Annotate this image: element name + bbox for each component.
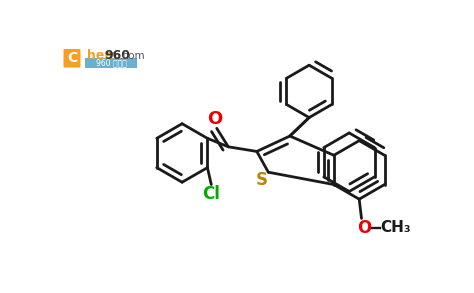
Text: O: O [357,219,371,237]
Text: O: O [208,110,223,128]
Text: hem: hem [87,50,118,62]
Text: S: S [256,171,268,189]
Text: 960 化工网: 960 化工网 [96,58,127,67]
Text: 960: 960 [104,50,130,62]
Text: Cl: Cl [202,185,220,203]
Text: .com: .com [120,51,146,61]
FancyBboxPatch shape [64,49,81,67]
Text: C: C [67,51,77,65]
FancyBboxPatch shape [85,58,137,67]
Text: CH₃: CH₃ [380,220,410,235]
